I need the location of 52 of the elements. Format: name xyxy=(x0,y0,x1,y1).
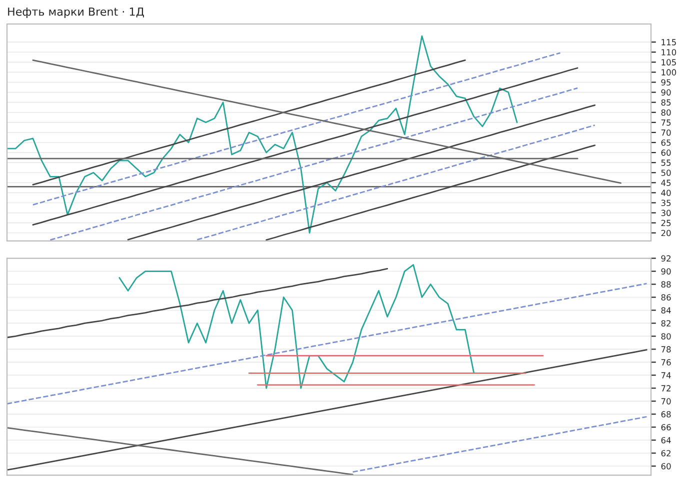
line-series xyxy=(266,144,596,241)
y-tick-label: 95 xyxy=(661,79,671,86)
y-tick-label: 80 xyxy=(661,109,671,116)
line-series xyxy=(7,427,354,476)
line-series xyxy=(118,264,474,389)
y-tick-label: 68 xyxy=(661,411,671,418)
y-tick-label: 90 xyxy=(661,89,671,96)
y-tick-label: 80 xyxy=(661,333,671,340)
y-tick-label: 90 xyxy=(661,268,671,275)
y-tick-label: 75 xyxy=(661,120,671,126)
y-tick-label: 72 xyxy=(661,385,670,392)
y-tick-label: 85 xyxy=(661,99,671,106)
y-tick-label: 105 xyxy=(662,59,676,66)
y-tick-label: 78 xyxy=(661,346,671,352)
line-series xyxy=(50,87,578,241)
y-tick-label: 88 xyxy=(661,281,671,288)
chart-title: Нефть марки Brent · 1Д xyxy=(8,8,144,18)
y-tick-label: 25 xyxy=(661,220,671,226)
y-tick-label: 20 xyxy=(661,230,671,236)
y-tick-label: 100 xyxy=(662,69,676,76)
y-tick-label: 40 xyxy=(661,190,671,196)
y-tick-label: 35 xyxy=(661,200,671,206)
line-series xyxy=(7,35,518,234)
line-series xyxy=(32,59,466,186)
line-series xyxy=(32,67,578,226)
y-tick-label: 70 xyxy=(661,398,671,404)
y-tick-label: 70 xyxy=(661,129,671,136)
y-tick-label: 30 xyxy=(661,210,671,216)
line-series xyxy=(32,52,561,206)
y-tick-label: 66 xyxy=(661,424,671,430)
y-tick-label: 92 xyxy=(661,255,670,262)
y-tick-label: 86 xyxy=(661,294,671,301)
line-series xyxy=(7,282,648,404)
y-tick-label: 110 xyxy=(662,49,676,56)
line-series xyxy=(352,416,648,473)
y-tick-label: 60 xyxy=(661,150,671,156)
y-tick-label: 76 xyxy=(661,359,671,366)
y-tick-label: 60 xyxy=(661,463,671,470)
line-series xyxy=(7,349,648,471)
y-tick-label: 115 xyxy=(662,39,676,46)
line-series xyxy=(196,124,596,240)
y-tick-label: 62 xyxy=(661,450,670,456)
y-tick-label: 45 xyxy=(661,180,671,186)
y-tick-label: 74 xyxy=(661,372,671,378)
line-series xyxy=(127,104,596,240)
y-tick-label: 84 xyxy=(661,307,671,314)
y-tick-label: 65 xyxy=(661,139,671,146)
y-tick-label: 50 xyxy=(661,170,671,176)
y-tick-label: 82 xyxy=(661,320,670,327)
y-tick-label: 64 xyxy=(661,437,671,444)
y-tick-label: 55 xyxy=(661,160,671,166)
line-series xyxy=(7,268,388,338)
